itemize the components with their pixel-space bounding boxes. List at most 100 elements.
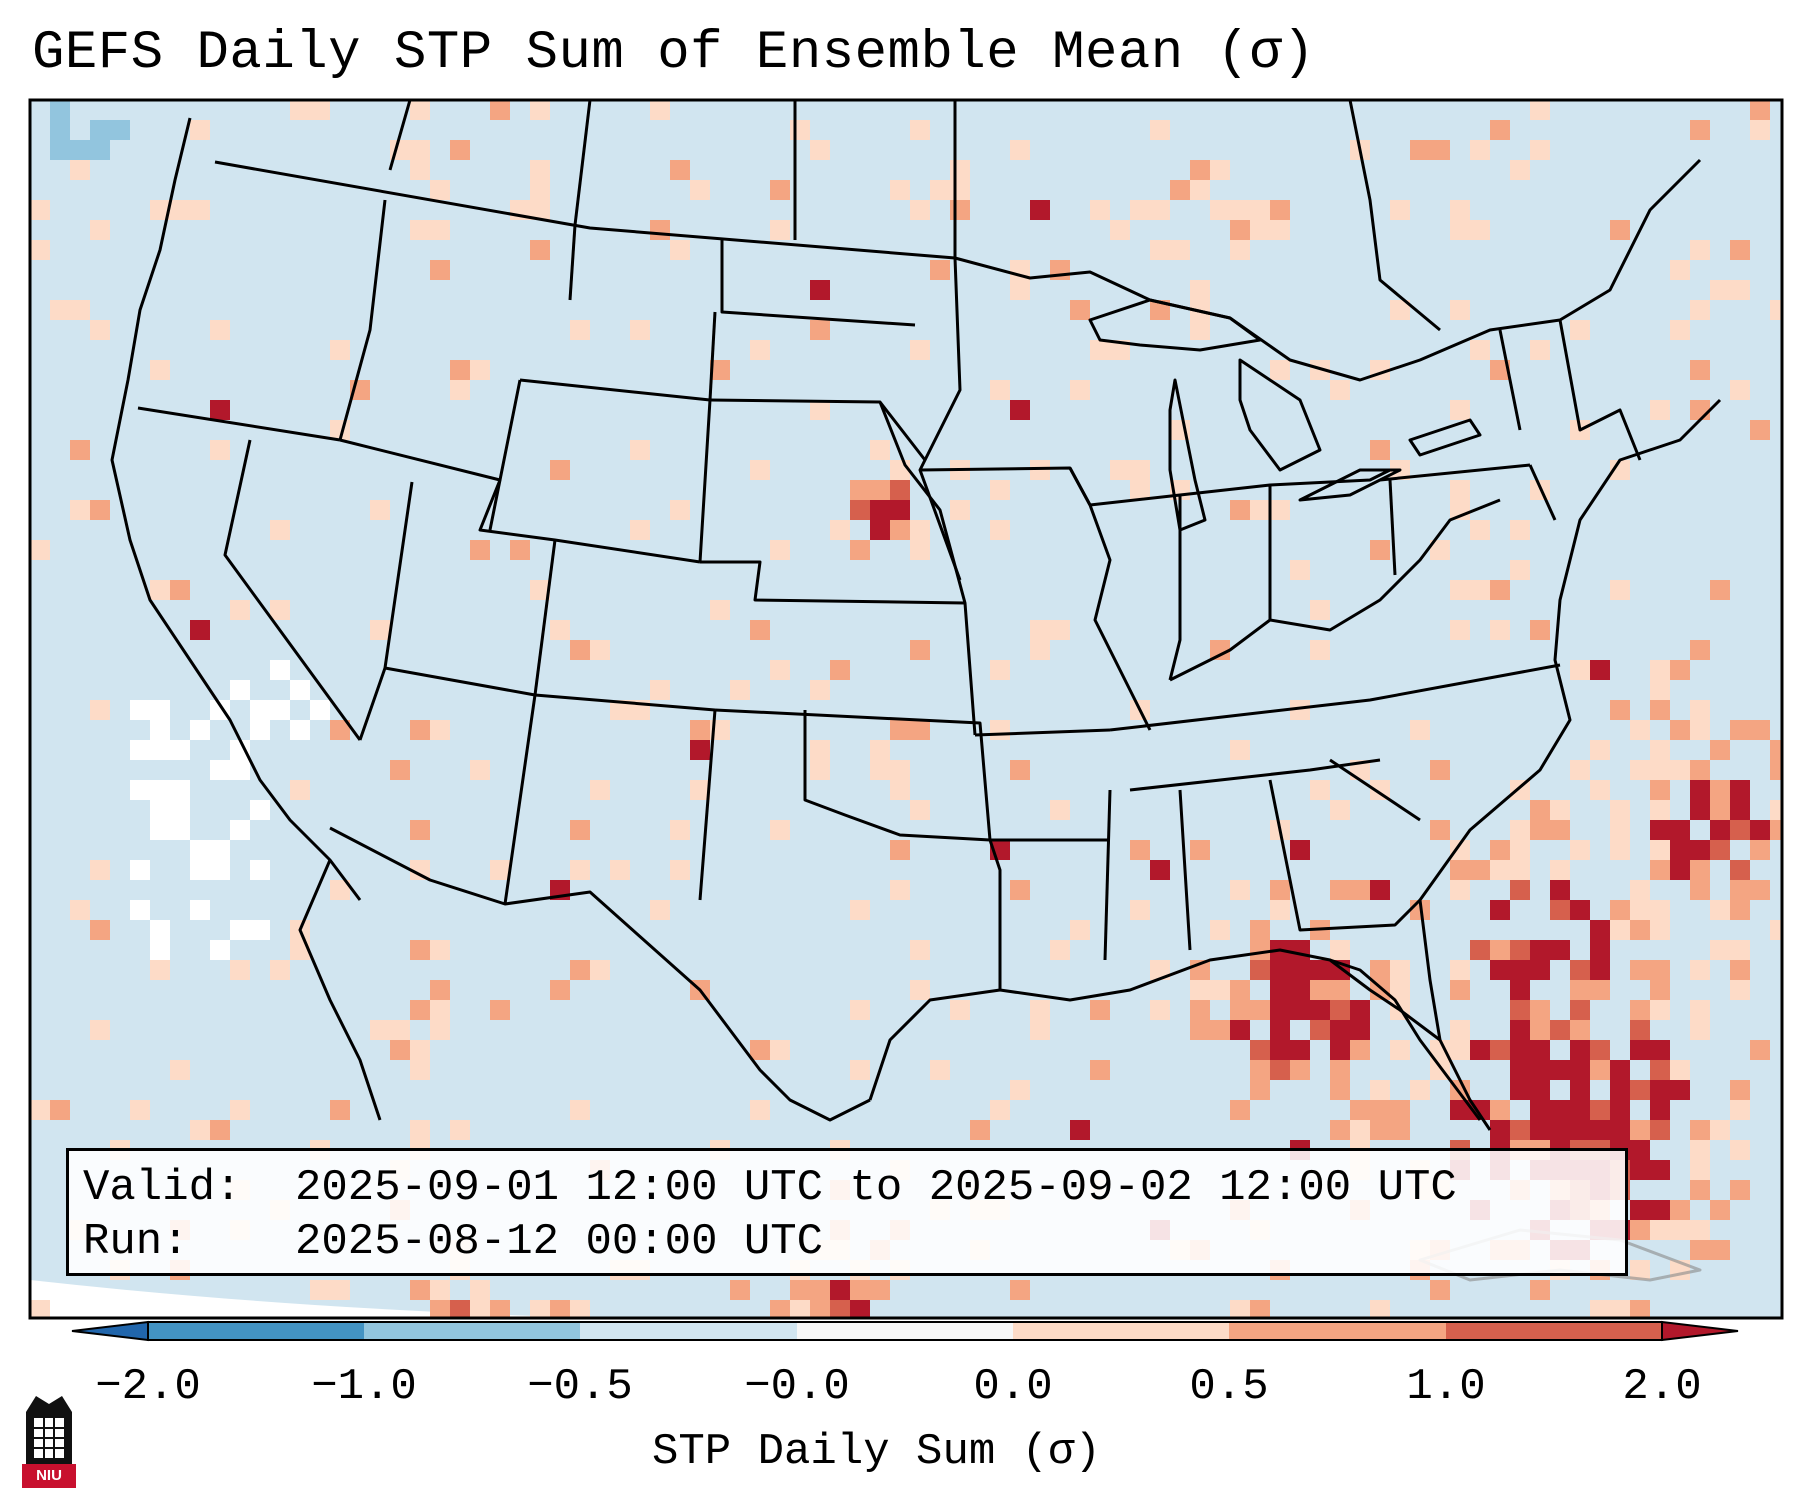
stp-cell: [1350, 880, 1370, 900]
stp-cell: [1150, 200, 1170, 220]
stp-cell: [1090, 1060, 1110, 1080]
lake-erie: [1298, 468, 1402, 502]
stp-cell: [1670, 320, 1690, 340]
stp-cell: [1530, 820, 1550, 840]
stp-cell: [1150, 960, 1170, 980]
stp-cell: [1770, 740, 1782, 760]
stp-cell: [1290, 1060, 1310, 1080]
stp-cell: [1530, 620, 1550, 640]
stp-cell: [1530, 1040, 1550, 1060]
stp-cell: [1670, 860, 1690, 880]
stp-cell: [870, 760, 890, 780]
stp-cell: [1630, 1040, 1650, 1060]
stp-cell: [50, 1100, 70, 1120]
stp-cell: [90, 700, 110, 720]
stp-cell: [230, 760, 250, 780]
stp-cell: [90, 220, 110, 240]
stp-cell: [950, 500, 970, 520]
stp-cell: [1710, 1240, 1730, 1260]
stp-cell: [230, 820, 250, 840]
stp-cell: [490, 860, 510, 880]
stp-cell: [990, 520, 1010, 540]
stp-cell: [1550, 1100, 1570, 1120]
stp-cell: [1610, 1300, 1630, 1318]
stp-cell: [230, 960, 250, 980]
stp-cell: [1390, 1120, 1410, 1140]
stp-cell: [570, 640, 590, 660]
stp-cell: [870, 480, 890, 500]
stp-cell: [450, 1300, 470, 1318]
stp-cell: [1470, 1040, 1490, 1060]
stp-cell: [1010, 1080, 1030, 1100]
stp-cell: [1230, 1100, 1250, 1120]
stp-cell: [1610, 1060, 1630, 1080]
stp-cell: [1270, 1000, 1290, 1020]
stp-cell: [530, 100, 550, 120]
stp-cell: [570, 1100, 590, 1120]
stp-cell: [330, 1280, 350, 1300]
stp-cell: [1330, 1060, 1350, 1080]
stp-cell: [1410, 1080, 1430, 1100]
tick-label: −0.5: [527, 1362, 633, 1412]
stp-cell: [1350, 1100, 1370, 1120]
stp-cell: [1670, 1060, 1690, 1080]
stp-cell: [1530, 1280, 1550, 1300]
stp-cell: [50, 300, 70, 320]
stp-cell: [150, 720, 170, 740]
stp-cell: [1330, 980, 1350, 1000]
stp-cell: [1270, 1040, 1290, 1060]
stp-cell: [1370, 880, 1390, 900]
stp-cell: [1550, 900, 1570, 920]
stp-cell: [1690, 1020, 1710, 1040]
stp-cell: [1630, 900, 1650, 920]
stp-cell: [1250, 940, 1270, 960]
stp-cell: [290, 680, 310, 700]
stp-cell: [150, 780, 170, 800]
stp-cell: [1690, 860, 1710, 880]
stp-cell: [1610, 700, 1630, 720]
stp-cell: [1610, 840, 1630, 860]
stp-cell: [930, 180, 950, 200]
stp-cell: [70, 440, 90, 460]
stp-cell: [1570, 840, 1590, 860]
stp-cell: [130, 700, 150, 720]
stp-cell: [1730, 720, 1750, 740]
stp-cell: [190, 720, 210, 740]
stp-cell: [810, 1280, 830, 1300]
stp-cell: [1650, 740, 1670, 760]
stp-cell: [930, 260, 950, 280]
stp-cell: [1270, 500, 1290, 520]
stp-cell: [1690, 640, 1710, 660]
stp-cell: [910, 640, 930, 660]
stp-cell: [950, 200, 970, 220]
stp-cell: [1210, 640, 1230, 660]
stp-cell: [1690, 960, 1710, 980]
stp-cell: [910, 520, 930, 540]
stp-cell: [1190, 840, 1210, 860]
stp-cell: [1330, 1040, 1350, 1060]
stp-cell: [1230, 1020, 1250, 1040]
stp-cell: [1390, 1040, 1410, 1060]
projection-edge: [30, 1280, 600, 1318]
stp-cell: [390, 1040, 410, 1060]
stp-cell: [1630, 920, 1650, 940]
stp-cell: [1570, 1100, 1590, 1120]
stp-cell: [1630, 1120, 1650, 1140]
stp-cell: [1690, 760, 1710, 780]
stp-cell: [1770, 800, 1782, 820]
stp-cell: [1390, 200, 1410, 220]
stp-cell: [1370, 1080, 1390, 1100]
lake-michigan: [1168, 378, 1207, 532]
stp-cell: [1690, 1160, 1710, 1180]
stp-cell: [650, 900, 670, 920]
stp-cell: [1250, 1060, 1270, 1080]
tick-label: −2.0: [95, 1362, 201, 1412]
stp-cell: [1590, 1100, 1610, 1120]
stp-cell: [1550, 1120, 1570, 1140]
stp-cell: [30, 540, 50, 560]
stp-cell: [1630, 1020, 1650, 1040]
stp-cell: [630, 320, 650, 340]
stp-cell: [330, 720, 350, 740]
stp-cell: [1530, 100, 1550, 120]
stp-cell: [50, 140, 70, 160]
